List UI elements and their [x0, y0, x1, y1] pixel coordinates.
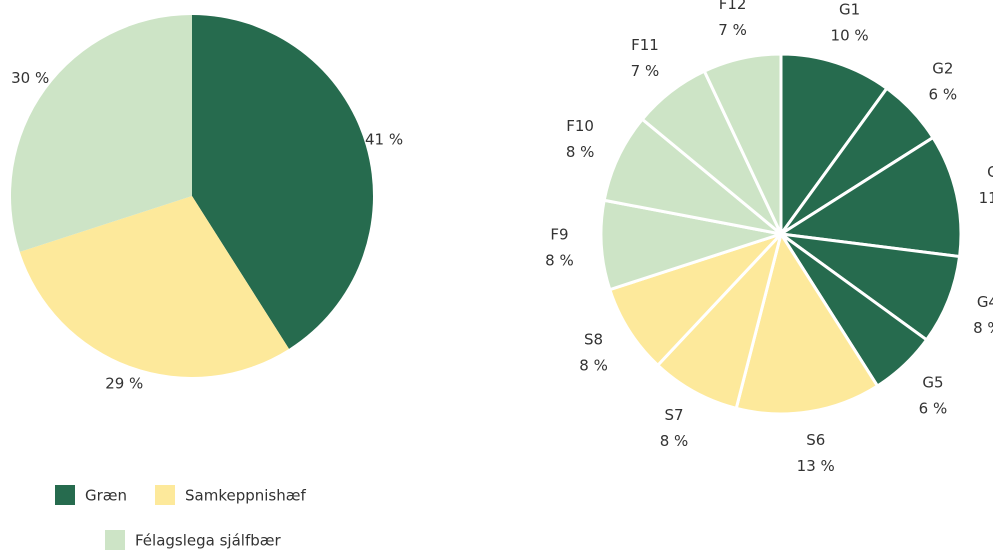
- slice-label: G5: [922, 373, 943, 391]
- pie-slice: [655, 232, 783, 411]
- pie-slice: [776, 135, 963, 259]
- pie-slice: [599, 198, 782, 292]
- slice-label: F12: [719, 0, 747, 13]
- slice-label: F9: [550, 225, 568, 243]
- pie-slice: [602, 117, 782, 236]
- slice-label: G3: [987, 163, 993, 181]
- slice-label: F10: [566, 117, 594, 135]
- value-label: 29 %: [105, 375, 143, 393]
- slice-label: G1: [839, 0, 860, 18]
- value-label: 30 %: [11, 69, 49, 87]
- pie-slice: [702, 52, 783, 235]
- value-label: 13 %: [797, 457, 835, 475]
- value-label: 10 %: [831, 26, 869, 44]
- legend-label: Samkeppnishæf: [185, 487, 306, 505]
- legend-swatch: [55, 485, 75, 505]
- legend-label: Félagslega sjálfbær: [135, 532, 281, 550]
- value-label: 8 %: [545, 251, 574, 269]
- slice-label: G4: [977, 293, 993, 311]
- pie-slice: [10, 15, 193, 252]
- slice-label: F11: [631, 36, 659, 54]
- pie-slice: [607, 232, 783, 368]
- legend: Græn Samkeppnishæf Félagslega sjálfbær: [55, 485, 306, 550]
- pie-slice: [780, 232, 962, 342]
- value-label: 8 %: [566, 143, 595, 161]
- value-label: 11 %: [979, 189, 993, 207]
- slice-label: S8: [584, 330, 603, 348]
- pie-slice: [734, 230, 880, 416]
- value-label: 8 %: [973, 319, 993, 337]
- value-label: 7 %: [631, 62, 660, 80]
- pie-slice: [19, 196, 289, 378]
- legend-swatch: [105, 530, 125, 550]
- value-label: 6 %: [919, 399, 948, 417]
- value-label: 6 %: [929, 86, 958, 104]
- value-label: 41 %: [365, 131, 403, 149]
- value-label: 8 %: [579, 356, 608, 374]
- slice-label: G2: [932, 60, 953, 78]
- slice-label: S6: [806, 431, 825, 449]
- legend-label: Græn: [85, 487, 127, 505]
- slice-label: S7: [665, 406, 684, 424]
- value-label: 7 %: [718, 21, 747, 39]
- pie-slice: [192, 15, 374, 349]
- value-label: 8 %: [660, 432, 689, 450]
- pie-slice: [779, 52, 889, 239]
- legend-swatch: [155, 485, 175, 505]
